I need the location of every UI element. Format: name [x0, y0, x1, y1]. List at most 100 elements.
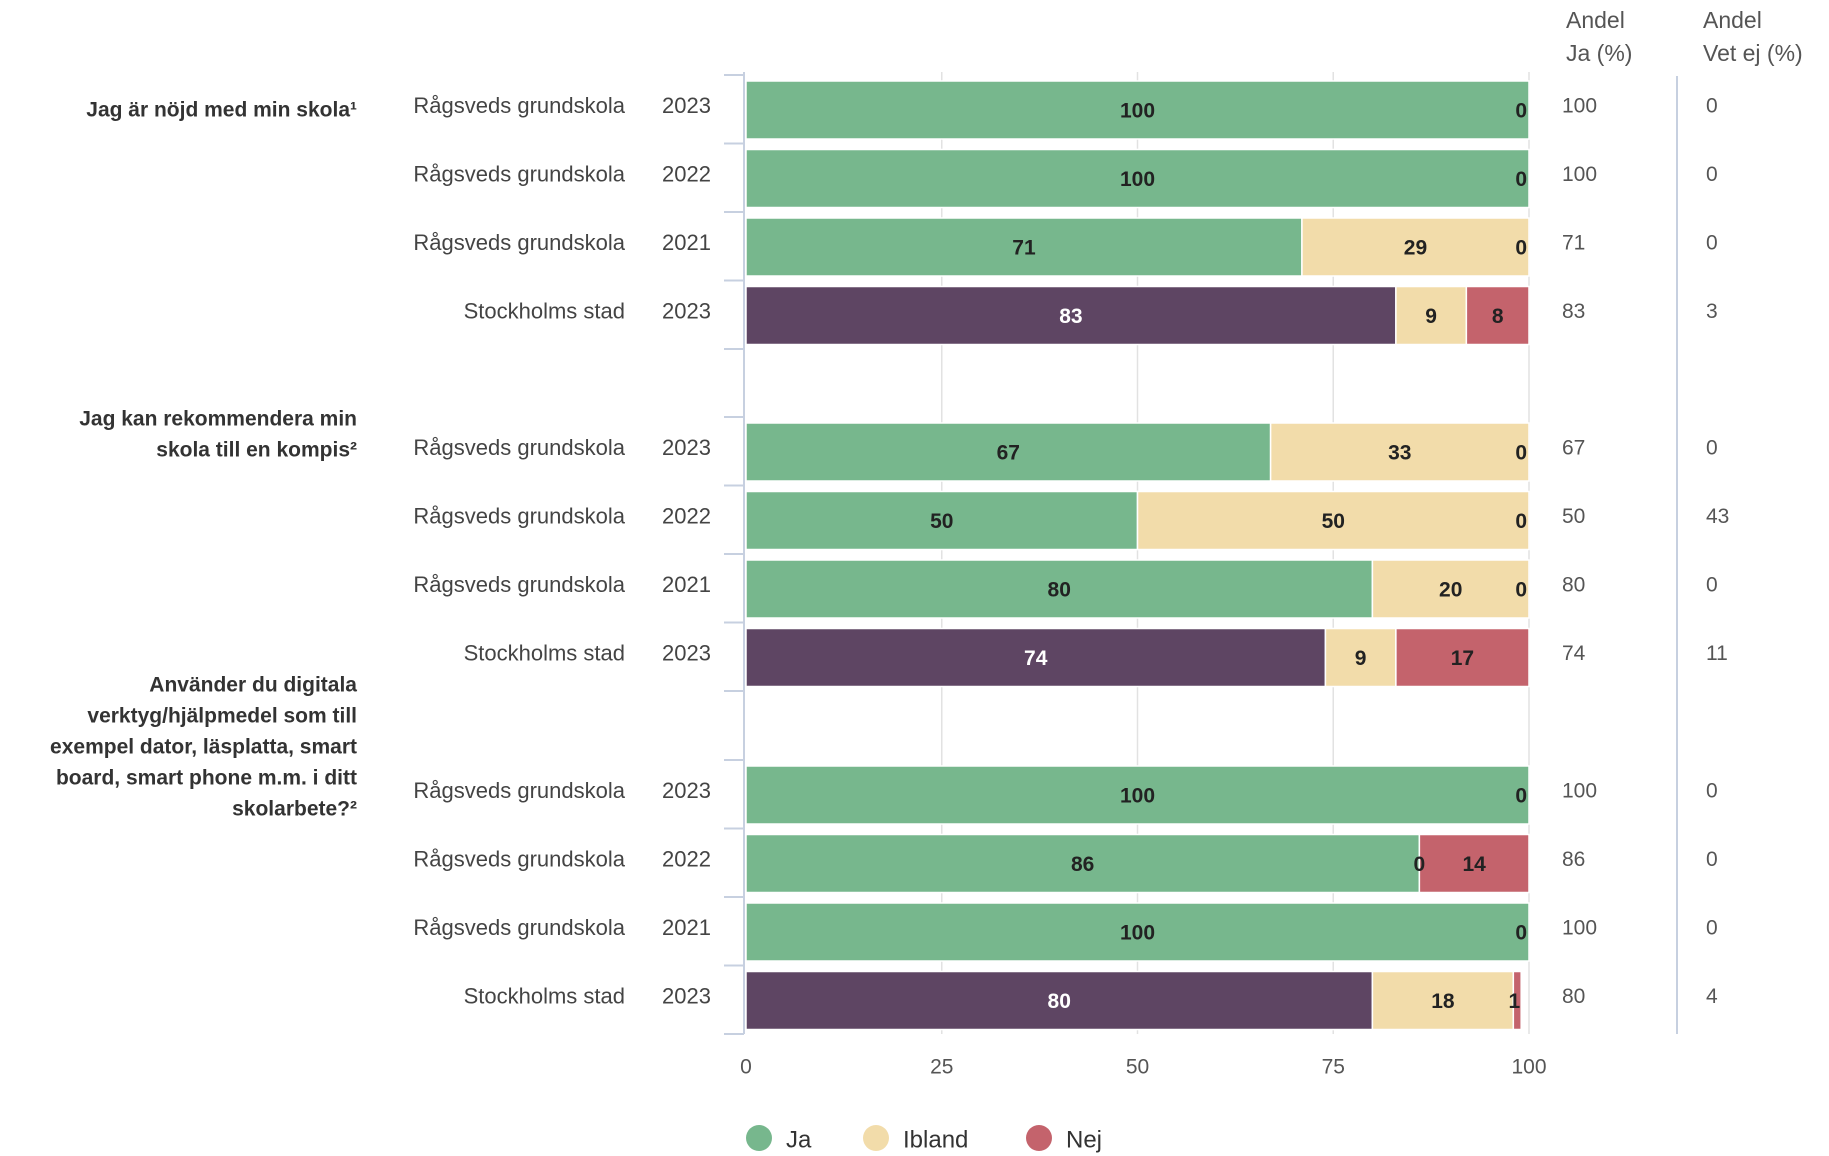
andel-ja-value: 100 [1562, 917, 1597, 940]
bar-value-label: 83 [1059, 305, 1082, 328]
andel-vetej-value: 4 [1706, 985, 1718, 1008]
legend-label: Ja [786, 1126, 812, 1153]
andel-vetej-value: 11 [1706, 642, 1728, 665]
andel-vetej-value: 0 [1706, 163, 1718, 186]
andel-ja-value: 86 [1562, 848, 1585, 871]
row-unit-label: Rågsveds grundskola [413, 93, 625, 118]
bar-value-label: 0 [1515, 442, 1527, 465]
bar-segment-ibland [1395, 285, 1468, 346]
bar-value-label: 8 [1492, 305, 1504, 328]
row-unit-label: Rågsveds grundskola [413, 230, 625, 255]
row-unit-label: Rågsveds grundskola [413, 915, 625, 940]
bar-segment-ja [745, 970, 1374, 1031]
bar-value-label: 1 [1508, 990, 1520, 1013]
andel-vetej-value: 0 [1706, 437, 1718, 460]
question-label: board, smart phone m.m. i ditt [56, 767, 357, 790]
bar-value-label: 80 [1048, 579, 1071, 602]
bar-value-label: 17 [1451, 647, 1474, 670]
column-header: Ja (%) [1566, 40, 1632, 66]
bar-segment-ja [745, 627, 1327, 688]
bar-segment-nej [1395, 627, 1530, 688]
row-year-label: 2023 [662, 298, 711, 323]
bar-segment-ja [745, 285, 1397, 346]
row-unit-label: Stockholms stad [464, 640, 625, 665]
bar-value-label: 50 [1322, 510, 1345, 533]
x-tick-label: 100 [1511, 1056, 1546, 1079]
andel-vetej-value: 0 [1706, 95, 1718, 118]
andel-vetej-value: 0 [1706, 917, 1718, 940]
bar-segment-ja [745, 217, 1303, 277]
bar-value-label: 100 [1120, 168, 1155, 191]
bar-value-label: 20 [1439, 579, 1462, 602]
bar-value-label: 71 [1012, 237, 1036, 260]
question-label: skola till en kompis² [156, 439, 357, 462]
row-year-label: 2023 [662, 983, 711, 1008]
bar-segment-ja [745, 902, 1530, 962]
row-unit-label: Rågsveds grundskola [413, 846, 625, 871]
legend-label: Ibland [903, 1126, 968, 1153]
question-label: skolarbete?² [232, 798, 357, 821]
andel-vetej-value: 0 [1706, 574, 1718, 597]
andel-ja-value: 67 [1562, 437, 1585, 460]
row-year-label: 2021 [662, 572, 711, 597]
question-label: exempel dator, läsplatta, smart [50, 736, 357, 759]
row-unit-label: Rågsveds grundskola [413, 503, 625, 528]
bar-segment-nej [1465, 285, 1530, 346]
bar-segment-ja [745, 559, 1374, 619]
x-tick-label: 50 [1126, 1056, 1149, 1079]
andel-ja-value: 74 [1562, 642, 1586, 665]
bar-segment-ja [745, 765, 1530, 825]
row-unit-label: Stockholms stad [464, 298, 625, 323]
bar-value-label: 80 [1048, 990, 1071, 1013]
andel-ja-value: 83 [1562, 300, 1585, 323]
andel-vetej-value: 3 [1706, 300, 1718, 323]
x-tick-label: 75 [1322, 1056, 1345, 1079]
bar-value-label: 0 [1515, 579, 1527, 602]
x-tick-label: 25 [930, 1056, 953, 1079]
bar-value-label: 9 [1355, 647, 1367, 670]
row-unit-label: Rågsveds grundskola [413, 435, 625, 460]
bar-segment-ja [745, 80, 1530, 140]
bar-value-label: 0 [1515, 168, 1527, 191]
bar-value-label: 50 [930, 510, 953, 533]
column-header: Andel [1566, 7, 1625, 33]
bar-segment-ibland [1371, 559, 1530, 619]
andel-vetej-value: 0 [1706, 780, 1718, 803]
bar-segment-nej [1512, 970, 1522, 1031]
row-year-label: 2021 [662, 230, 711, 255]
andel-vetej-value: 0 [1706, 848, 1718, 871]
bar-segment-ja [745, 490, 1139, 551]
bar-segment-ja [745, 148, 1530, 209]
bar-value-label: 0 [1515, 922, 1527, 945]
bar-value-label: 0 [1414, 853, 1426, 876]
andel-ja-value: 100 [1562, 95, 1597, 118]
bar-value-label: 100 [1120, 100, 1155, 123]
bar-value-label: 0 [1515, 510, 1527, 533]
bar-segment-ibland [1371, 970, 1515, 1031]
andel-ja-value: 50 [1562, 505, 1585, 528]
bar-value-label: 29 [1404, 237, 1427, 260]
question-label: Använder du digitala [149, 674, 357, 697]
bar-segment-ibland [1269, 422, 1530, 482]
row-unit-label: Rågsveds grundskola [413, 572, 625, 597]
row-year-label: 2023 [662, 435, 711, 460]
bar-value-label: 0 [1515, 785, 1527, 808]
legend-marker-ibland [863, 1125, 889, 1151]
bar-value-label: 74 [1024, 647, 1048, 670]
row-year-label: 2023 [662, 778, 711, 803]
bar-value-label: 0 [1515, 237, 1527, 260]
bar-value-label: 67 [997, 442, 1020, 465]
column-header: Andel [1703, 7, 1762, 33]
andel-ja-value: 100 [1562, 780, 1597, 803]
legend-marker-nej [1026, 1125, 1052, 1151]
bar-segment-ibland [1301, 217, 1530, 277]
question-label: Jag är nöjd med min skola¹ [86, 99, 357, 122]
bar-value-label: 33 [1388, 442, 1411, 465]
question-label: verktyg/hjälpmedel som till [87, 705, 357, 728]
question-label: Jag kan rekommendera min [79, 408, 357, 431]
bar-value-label: 14 [1463, 853, 1487, 876]
andel-ja-value: 80 [1562, 574, 1585, 597]
bar-value-label: 18 [1431, 990, 1455, 1013]
bar-value-label: 86 [1071, 853, 1094, 876]
